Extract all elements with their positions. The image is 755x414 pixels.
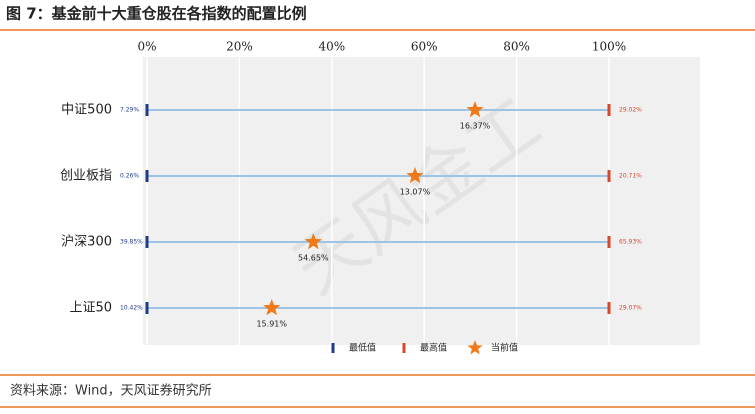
value-label: 15.91% xyxy=(256,320,287,329)
legend-swatch xyxy=(467,340,483,355)
source: 资料来源：Wind，天风证券研究所 xyxy=(10,383,212,399)
value-label: 16.37% xyxy=(460,122,491,131)
y-tick-label: 创业板指 xyxy=(60,169,112,184)
value-label: 29.02% xyxy=(619,107,642,114)
value-label: 65.93% xyxy=(619,239,642,246)
current-marker xyxy=(304,233,322,250)
current-marker xyxy=(263,299,281,316)
range-end-marker xyxy=(607,302,611,314)
value-label: 0.26% xyxy=(120,173,139,180)
value-label: 54.65% xyxy=(298,254,329,263)
x-tick-label: 100% xyxy=(592,40,626,54)
x-tick-label: 20% xyxy=(226,40,253,54)
value-label: 20.71% xyxy=(619,173,642,180)
legend-label: 最低值 xyxy=(349,342,376,354)
value-label: 7.29% xyxy=(120,107,139,114)
y-tick-label: 中证500 xyxy=(61,103,112,118)
range-end-marker xyxy=(145,302,149,314)
legend-swatch xyxy=(331,343,335,353)
value-label: 29.07% xyxy=(619,305,642,312)
current-marker xyxy=(406,167,424,184)
range-end-marker xyxy=(145,104,149,116)
plot-area xyxy=(143,57,700,345)
legend-label: 最高值 xyxy=(420,342,447,354)
legend-label: 当前值 xyxy=(491,342,518,354)
range-end-marker xyxy=(145,170,149,182)
y-tick-label: 上证50 xyxy=(69,301,112,316)
x-tick-label: 80% xyxy=(503,40,530,54)
range-end-marker xyxy=(607,236,611,248)
value-label: 39.85% xyxy=(120,239,143,246)
range-end-marker xyxy=(607,170,611,182)
x-tick-label: 60% xyxy=(411,40,438,54)
value-label: 13.07% xyxy=(400,188,431,197)
current-marker xyxy=(466,101,484,118)
x-tick-label: 40% xyxy=(318,40,345,54)
chart-title: 图 7：基金前十大重仓股在各指数的配置比例 xyxy=(6,5,307,23)
range-end-marker xyxy=(145,236,149,248)
y-tick-label: 沪深300 xyxy=(61,234,112,250)
x-tick-label: 0% xyxy=(137,40,156,54)
range-end-marker xyxy=(607,104,611,116)
value-label: 10.42% xyxy=(120,305,143,312)
legend-swatch xyxy=(402,343,406,353)
